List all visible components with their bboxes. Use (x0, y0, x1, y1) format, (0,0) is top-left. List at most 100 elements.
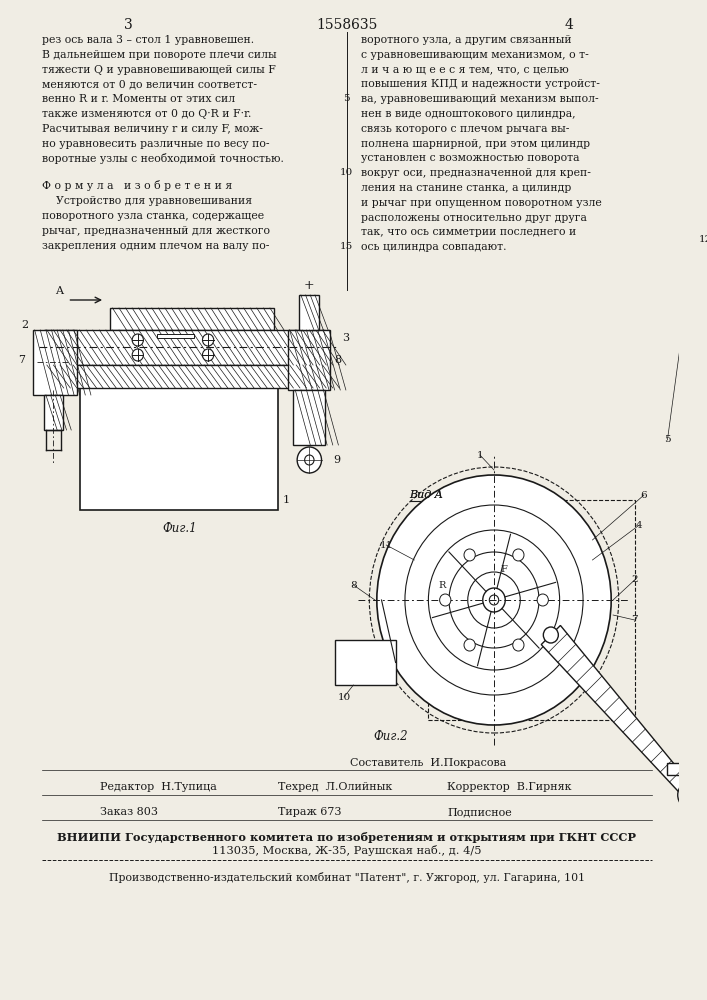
Text: венно R и r. Моменты от этих сил: венно R и r. Моменты от этих сил (42, 94, 235, 104)
Text: ось цилиндра совпадают.: ось цилиндра совпадают. (361, 242, 506, 252)
Text: ления на станине станка, а цилиндр: ления на станине станка, а цилиндр (361, 183, 571, 193)
Text: 4: 4 (565, 18, 573, 32)
Text: Расчитывая величину r и силу F, мож-: Расчитывая величину r и силу F, мож- (42, 124, 263, 134)
Bar (44, 395, 63, 430)
Text: F: F (500, 566, 507, 574)
Text: 10: 10 (337, 692, 351, 702)
Text: рез ось вала 3 – стол 1 уравновешен.: рез ось вала 3 – стол 1 уравновешен. (42, 35, 255, 45)
Text: 8: 8 (334, 355, 341, 365)
Text: 7: 7 (631, 615, 638, 624)
Circle shape (202, 349, 214, 361)
Text: установлен с возможностью поворота: установлен с возможностью поворота (361, 153, 580, 163)
Text: 1: 1 (283, 495, 290, 505)
Text: Подписное: Подписное (447, 807, 512, 817)
Text: воротного узла, а другим связанный: воротного узла, а другим связанный (361, 35, 571, 45)
Text: л и ч а ю щ е е с я тем, что, с целью: л и ч а ю щ е е с я тем, что, с целью (361, 65, 568, 75)
Text: Вид A: Вид A (409, 490, 443, 500)
Text: 15: 15 (340, 242, 354, 251)
Text: A: A (55, 286, 63, 296)
Circle shape (685, 789, 696, 801)
Text: +: + (303, 279, 314, 292)
Bar (44, 365, 325, 388)
Circle shape (513, 639, 524, 651)
Text: вокруг оси, предназначенной для креп-: вокруг оси, предназначенной для креп- (361, 168, 591, 178)
Text: 1: 1 (477, 450, 484, 460)
Text: 9: 9 (333, 455, 340, 465)
Text: R: R (439, 580, 446, 589)
Circle shape (297, 447, 322, 473)
Bar (44, 330, 325, 365)
Bar (299, 295, 319, 330)
Text: повышения КПД и надежности устройст-: повышения КПД и надежности устройст- (361, 79, 600, 89)
Text: Фиг.2: Фиг.2 (373, 730, 408, 743)
Circle shape (544, 627, 559, 643)
Circle shape (678, 781, 704, 809)
Text: Техред  Л.Олийнык: Техред Л.Олийнык (279, 782, 392, 792)
Text: и рычаг при опущенном поворотном узле: и рычаг при опущенном поворотном узле (361, 198, 602, 208)
Text: 8: 8 (350, 580, 357, 589)
Text: рычаг, предназначенный для жесткого: рычаг, предназначенный для жесткого (42, 226, 270, 236)
Circle shape (483, 588, 506, 612)
Polygon shape (542, 625, 696, 800)
Circle shape (132, 334, 144, 346)
Circle shape (202, 334, 214, 346)
Text: Корректор  В.Гирняк: Корректор В.Гирняк (447, 782, 572, 792)
Text: 3: 3 (342, 333, 349, 343)
Bar (667, 763, 707, 775)
Circle shape (464, 639, 475, 651)
Text: 2: 2 (21, 320, 28, 330)
Text: поворотного узла станка, содержащее: поворотного узла станка, содержащее (42, 211, 264, 221)
Text: расположены относительно друг друга: расположены относительно друг друга (361, 213, 587, 223)
Text: с уравновешивающим механизмом, о т-: с уравновешивающим механизмом, о т- (361, 50, 589, 60)
Text: нен в виде одноштокового цилиндра,: нен в виде одноштокового цилиндра, (361, 109, 575, 119)
Text: В дальнейшем при повороте плечи силы: В дальнейшем при повороте плечи силы (42, 50, 277, 60)
Bar (334, 640, 396, 685)
Text: ва, уравновешивающий механизм выпол-: ва, уравновешивающий механизм выпол- (361, 94, 599, 104)
Circle shape (377, 475, 611, 725)
Text: Тираж 673: Тираж 673 (279, 807, 342, 817)
Text: 1558635: 1558635 (316, 18, 378, 32)
Text: Редактор  Н.Тупица: Редактор Н.Тупица (100, 782, 217, 792)
Text: полнена шарнирной, при этом цилиндр: полнена шарнирной, при этом цилиндр (361, 139, 590, 149)
Circle shape (513, 549, 524, 561)
Text: но уравновесить различные по весу по-: но уравновесить различные по весу по- (42, 139, 269, 149)
Text: ВНИИПИ Государственного комитета по изобретениям и открытиям при ГКНТ СССР: ВНИИПИ Государственного комитета по изоб… (57, 832, 636, 843)
Text: 6: 6 (641, 490, 648, 499)
Text: воротные узлы с необходимой точностью.: воротные узлы с необходимой точностью. (42, 153, 284, 164)
Bar (428, 500, 635, 720)
Bar (288, 330, 330, 390)
Text: 2: 2 (631, 576, 638, 584)
Text: Производственно-издательский комбинат "Патент", г. Ужгород, ул. Гагарина, 101: Производственно-издательский комбинат "П… (109, 872, 585, 883)
Bar (80, 388, 279, 510)
Text: закрепления одним плечом на валу по-: закрепления одним плечом на валу по- (42, 241, 269, 251)
Text: 12: 12 (699, 235, 707, 244)
Circle shape (440, 594, 451, 606)
Text: так, что ось симметрии последнего и: так, что ось симметрии последнего и (361, 227, 576, 237)
Circle shape (464, 549, 475, 561)
Bar (110, 308, 274, 330)
Text: Устройство для уравновешивания: Устройство для уравновешивания (42, 196, 252, 206)
Text: Вид A: Вид A (409, 490, 443, 500)
Text: связь которого с плечом рычага вы-: связь которого с плечом рычага вы- (361, 124, 569, 134)
Text: 11: 11 (380, 540, 393, 550)
Circle shape (132, 349, 144, 361)
Text: Составитель  И.Покрасова: Составитель И.Покрасова (350, 758, 507, 768)
Text: 3: 3 (124, 18, 133, 32)
Text: 5: 5 (344, 94, 350, 103)
Text: Ф о р м у л а   и з о б р е т е н и я: Ф о р м у л а и з о б р е т е н и я (42, 180, 233, 191)
Circle shape (305, 455, 314, 465)
Bar (33, 330, 77, 395)
Text: 4: 4 (636, 520, 643, 530)
Text: 7: 7 (18, 355, 25, 365)
Text: 5: 5 (664, 436, 671, 444)
Bar (156, 334, 194, 338)
Text: Фиг.1: Фиг.1 (163, 522, 197, 535)
Text: Заказ 803: Заказ 803 (100, 807, 158, 817)
Text: тяжести Q и уравновешивающей силы F: тяжести Q и уравновешивающей силы F (42, 65, 276, 75)
Text: 113035, Москва, Ж-35, Раушская наб., д. 4/5: 113035, Москва, Ж-35, Раушская наб., д. … (212, 845, 481, 856)
Circle shape (537, 594, 549, 606)
Text: 10: 10 (340, 168, 354, 177)
Text: также изменяются от 0 до Q·R и F·r.: также изменяются от 0 до Q·R и F·r. (42, 109, 252, 119)
Circle shape (489, 595, 498, 605)
Text: меняются от 0 до величин соответст-: меняются от 0 до величин соответст- (42, 79, 257, 89)
